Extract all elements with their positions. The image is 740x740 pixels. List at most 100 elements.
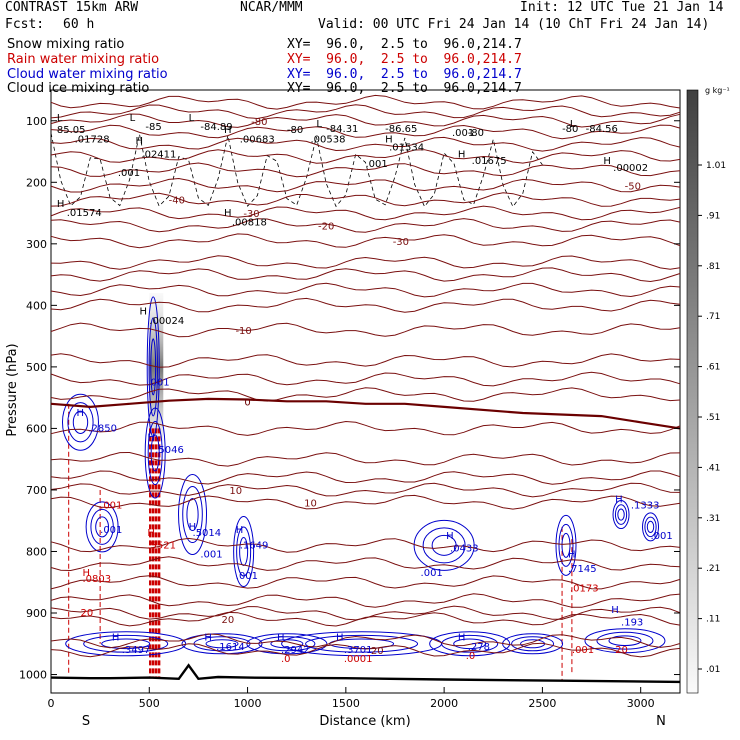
temperature-label: -80: [251, 117, 267, 128]
contour-annotation: L: [130, 113, 136, 124]
temperature-contour: [50, 192, 681, 207]
cloud-ice-contour: [50, 133, 543, 208]
y-tick-label: 500: [26, 361, 47, 374]
colorbar-labels: 1.01 .91 .81 .71 .61 .51 .41 .31 .21 .11 .01: [698, 161, 726, 675]
contour-annotation: .001: [100, 500, 122, 511]
temperature-label: 10: [229, 486, 242, 497]
contour-annotation: H: [147, 528, 155, 539]
cloud-water-contour: [239, 536, 249, 566]
colorbar-label: .31: [706, 514, 720, 524]
x-tick-label: 1000: [234, 697, 262, 710]
terrain-profile: [50, 663, 681, 684]
x-tick-label: 1500: [332, 697, 360, 710]
temperature-contour: [50, 371, 681, 387]
contour-annotation: H: [458, 150, 466, 161]
cloud-water-contour: [67, 402, 94, 443]
temperature-label: -10: [235, 326, 251, 337]
y-tick-label: 1000: [19, 669, 47, 682]
valid-time: Valid: 00 UTC Fri 24 Jan 14 (10 ChT Fri …: [318, 17, 710, 32]
x-tick-label: 3000: [627, 697, 655, 710]
xy-cloud-water: XY= 96.0, 2.5 to 96.0,214.7: [287, 67, 522, 82]
x-tick-label: 0: [48, 697, 55, 710]
contour-annotation: .7145: [568, 564, 597, 575]
init-time: Init: 12 UTC Tue 21 Jan 14: [520, 0, 724, 15]
contour-annotation: 20: [615, 645, 628, 656]
contour-annotation: 85.05: [57, 125, 86, 136]
y-tick-label: 800: [26, 545, 47, 558]
contour-annotation: H: [336, 633, 344, 644]
contour-annotation: H: [458, 633, 466, 644]
forecast-value: 60 h: [63, 17, 95, 32]
temperature-contour: [50, 177, 681, 193]
cloud-water-contour: [555, 514, 577, 576]
contour-annotation: .2942: [281, 645, 310, 656]
contour-annotation: .01534: [389, 142, 424, 153]
cloud-water-contour: [233, 515, 255, 587]
colorbar-label: .01: [706, 665, 720, 675]
south-label: S: [82, 714, 90, 729]
temperature-label: -40: [169, 196, 185, 207]
temperature-contour: [50, 420, 681, 436]
temperature-contour: [50, 113, 681, 128]
temperature-contour: [50, 353, 681, 368]
cloud-water-contour: [596, 631, 654, 650]
contour-annotation: -80: [562, 124, 578, 135]
cloud-water-contour: [584, 628, 666, 654]
colorbar-label: .11: [706, 615, 720, 625]
contour-annotation: H: [77, 408, 85, 419]
contour-annotation: .0: [281, 654, 291, 665]
cloud-water-contour: [61, 393, 99, 451]
field-rain: Rain water mixing ratio: [7, 52, 160, 67]
contour-annotation: .001: [200, 550, 222, 561]
contour-annotation: L: [189, 113, 195, 124]
contour-annotation: .01574: [67, 208, 102, 219]
contour-annotation: .00538: [310, 134, 345, 145]
cloud-water-contour: [305, 634, 419, 653]
y-tick-label: 100: [26, 115, 47, 128]
zero-contour-label: 0: [244, 397, 250, 408]
contour-annotation: .01728: [75, 134, 110, 145]
cloud-water-contour: [101, 638, 151, 650]
y-tick-label: 400: [26, 299, 47, 312]
contour-annotation: .001: [118, 168, 140, 179]
cloud-water-contour: [236, 526, 252, 577]
colorbar-label: .81: [706, 262, 720, 272]
temperature-contour: [50, 104, 681, 120]
contour-annotation: .00818: [232, 217, 267, 228]
contour-annotation: H: [385, 134, 393, 145]
contour-annotation: -86.65: [385, 124, 417, 135]
cloud-water-contour: [453, 638, 487, 650]
contour-annotation: .1614: [216, 642, 245, 653]
forecast-label: Fcst:: [5, 17, 45, 32]
chart-title: CONTRAST 15km ARW: [5, 0, 139, 15]
xy-cloud-ice: XY= 96.0, 2.5 to 96.0,214.7: [287, 81, 522, 96]
contour-annotation: -80: [468, 128, 484, 139]
cloud-water-contour: [558, 523, 574, 567]
xy-rain: XY= 96.0, 2.5 to 96.0,214.7: [287, 52, 522, 67]
contour-annotation: .01675: [472, 156, 507, 167]
temperature-contour: [50, 482, 681, 498]
cloud-water-contour: [429, 631, 511, 657]
contour-annotation: .0001: [344, 654, 373, 665]
contour-annotation: H: [139, 307, 147, 318]
contour-annotation: H: [204, 633, 212, 644]
colorbar-unit: g kg⁻¹: [705, 86, 730, 95]
cloud-water-contour: [90, 508, 114, 545]
temperature-label: -30: [243, 209, 259, 220]
x-tick-label: 2500: [528, 697, 556, 710]
contour-annotation: .2850: [88, 423, 117, 434]
contour-annotation: .001: [366, 159, 388, 170]
cloud-water-contour: [65, 631, 187, 657]
temperature-contour: [50, 575, 681, 590]
contour-annotation: H: [82, 568, 90, 579]
temperature-contour: [50, 94, 681, 110]
contour-annotation: H: [446, 531, 454, 542]
temperature-label: 20: [222, 615, 235, 626]
contour-annotation: 20: [80, 608, 93, 619]
cloud-water-contour: [95, 516, 110, 538]
cloud-water-contour: [617, 508, 625, 521]
contour-annotation: .001: [452, 128, 474, 139]
y-tick-label: 700: [26, 484, 47, 497]
cloud-water-contour: [186, 498, 199, 532]
temperature-contour: [50, 255, 681, 270]
